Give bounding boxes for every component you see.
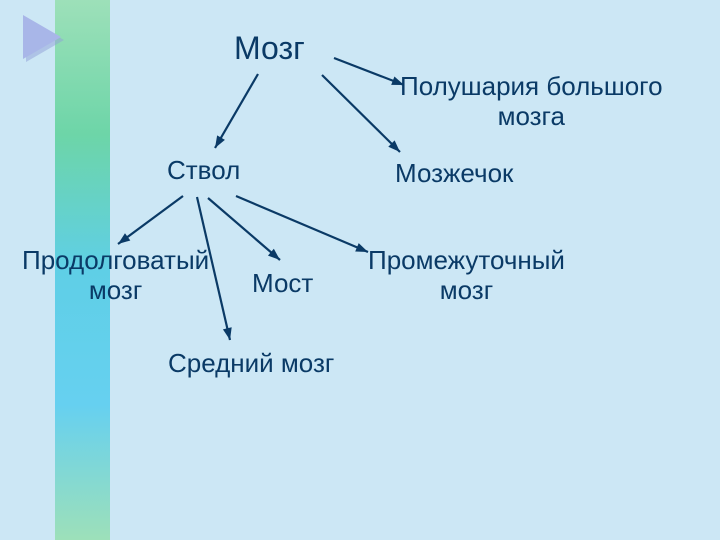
- node-stvol: Ствол: [167, 155, 240, 186]
- node-polusharia: Полушария большого мозга: [400, 72, 663, 132]
- node-root: Мозг: [234, 30, 305, 67]
- node-srednii: Средний мозг: [168, 348, 334, 379]
- node-mozzhechok: Мозжечок: [395, 158, 513, 189]
- node-prodolgovatyi: Продолговатый мозг: [22, 246, 209, 306]
- node-most: Мост: [252, 268, 313, 299]
- node-promezhutochnyi: Промежуточный мозг: [368, 246, 565, 306]
- bullet-triangle-icon: [20, 15, 76, 71]
